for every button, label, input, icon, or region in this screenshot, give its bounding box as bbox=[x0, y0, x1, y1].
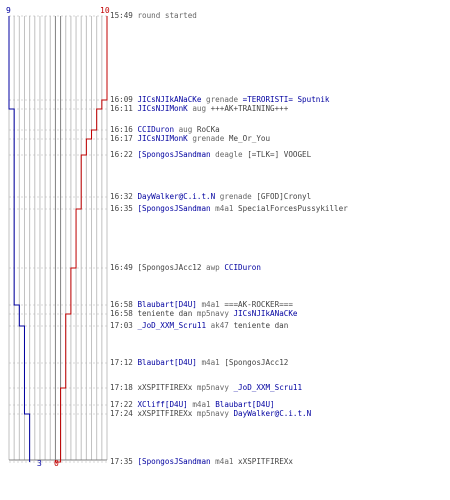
log-entry: 17:18 xXSPITFIREXx mp5navy _JoD_XXM_Scru… bbox=[110, 383, 302, 392]
log-victim: Blaubart[D4U] bbox=[215, 400, 275, 409]
log-system-text: round started bbox=[137, 11, 197, 20]
log-weapon: m4a1 bbox=[192, 400, 211, 409]
log-entry: 16:49 [SpongosJAcc12 awp CCIDuron bbox=[110, 263, 261, 272]
log-killer: Blaubart[D4U] bbox=[137, 358, 197, 367]
log-victim: +++AK+TRAINING+++ bbox=[210, 104, 289, 113]
log-time: 17:22 bbox=[110, 400, 133, 409]
log-time: 16:35 bbox=[110, 204, 133, 213]
log-killer: JICsNJIMonK bbox=[137, 104, 188, 113]
log-entry: 16:22 [SpongosJSandman deagle [=TLK=] VO… bbox=[110, 150, 311, 159]
log-entry: 16:11 JICsNJIMonK aug +++AK+TRAINING+++ bbox=[110, 104, 288, 113]
log-time: 16:49 bbox=[110, 263, 133, 272]
log-weapon: m4a1 bbox=[201, 358, 220, 367]
log-killer: JICsNJIkANaCKe bbox=[137, 95, 202, 104]
log-time: 17:18 bbox=[110, 383, 133, 392]
log-victim: CCIDuron bbox=[224, 263, 261, 272]
log-entry: 17:03 _JoD_XXM_Scru11 ak47 teniente dan bbox=[110, 321, 288, 330]
log-victim: =TERORISTI= Sputnik bbox=[242, 95, 330, 104]
log-time: 16:58 bbox=[110, 300, 133, 309]
log-victim: teniente dan bbox=[233, 321, 289, 330]
log-killer: xXSPITFIREXx bbox=[137, 409, 193, 418]
log-victim: [GFOD]Cronyl bbox=[256, 192, 312, 201]
log-entry: 16:58 teniente dan mp5navy JICsNJIkANaCK… bbox=[110, 309, 298, 318]
log-killer: JICsNJIMonK bbox=[137, 134, 188, 143]
ct-end-count: 3 bbox=[37, 459, 42, 468]
log-killer: _JoD_XXM_Scru11 bbox=[137, 321, 207, 330]
log-weapon: deagle bbox=[215, 150, 243, 159]
log-killer: CCIDuron bbox=[137, 125, 175, 134]
t-alive-line bbox=[54, 16, 108, 463]
log-weapon: m4a1 bbox=[215, 457, 234, 466]
log-entry: 17:35 [SpongosJSandman m4a1 xXSPITFIREXx bbox=[110, 457, 293, 466]
log-victim: RoCKa bbox=[196, 125, 220, 134]
log-victim: JICsNJIkANaCKe bbox=[233, 309, 298, 318]
log-victim: Me_Or_You bbox=[228, 134, 271, 143]
log-weapon: ak47 bbox=[210, 321, 229, 330]
log-weapon: grenade bbox=[206, 95, 239, 104]
log-time: 16:17 bbox=[110, 134, 133, 143]
log-time: 16:32 bbox=[110, 192, 133, 201]
log-weapon: grenade bbox=[192, 134, 225, 143]
log-killer: [SpongosJSandman bbox=[137, 150, 211, 159]
log-time: 17:03 bbox=[110, 321, 133, 330]
log-weapon: mp5navy bbox=[196, 383, 229, 392]
log-weapon: mp5navy bbox=[196, 409, 229, 418]
log-victim: [=TLK=] VOOGEL bbox=[247, 150, 312, 159]
log-time: 16:58 bbox=[110, 309, 133, 318]
log-entry: 17:22 XCliff[D4U] m4a1 Blaubart[D4U] bbox=[110, 400, 275, 409]
t-end-count: 0 bbox=[54, 459, 59, 468]
log-entry: 17:12 Blaubart[D4U] m4a1 [SpongosJAcc12 bbox=[110, 358, 288, 367]
log-weapon: mp5navy bbox=[196, 309, 229, 318]
log-victim: xXSPITFIREXx bbox=[238, 457, 293, 466]
log-killer: XCliff[D4U] bbox=[137, 400, 188, 409]
log-time: 17:24 bbox=[110, 409, 133, 418]
log-time: 15:49 bbox=[110, 11, 133, 20]
log-time: 16:22 bbox=[110, 150, 133, 159]
log-killer: teniente dan bbox=[137, 309, 193, 318]
log-victim: ===AK-ROCKER=== bbox=[224, 300, 293, 309]
ct-alive-line bbox=[8, 16, 31, 462]
ct-start-count: 9 bbox=[6, 6, 11, 15]
log-weapon: m4a1 bbox=[201, 300, 220, 309]
log-time: 16:16 bbox=[110, 125, 133, 134]
log-killer: xXSPITFIREXx bbox=[137, 383, 193, 392]
log-entry: 16:17 JICsNJIMonK grenade Me_Or_You bbox=[110, 134, 270, 143]
log-weapon: aug bbox=[178, 125, 193, 134]
log-entry: 15:49 round started bbox=[110, 11, 197, 20]
log-time: 16:11 bbox=[110, 104, 133, 113]
t-start-count: 10 bbox=[100, 6, 110, 15]
log-weapon: m4a1 bbox=[215, 204, 234, 213]
log-weapon: aug bbox=[192, 104, 207, 113]
log-killer: DayWalker@C.i.t.N bbox=[137, 192, 216, 201]
log-killer: [SpongosJSandman bbox=[137, 204, 211, 213]
log-time: 17:12 bbox=[110, 358, 133, 367]
log-victim: [SpongosJAcc12 bbox=[224, 358, 289, 367]
log-weapon: grenade bbox=[219, 192, 252, 201]
log-killer: [SpongosJAcc12 bbox=[137, 263, 202, 272]
log-victim: SpecialForcesPussykiller bbox=[238, 204, 348, 213]
log-killer: Blaubart[D4U] bbox=[137, 300, 197, 309]
log-entry: 16:32 DayWalker@C.i.t.N grenade [GFOD]Cr… bbox=[110, 192, 311, 201]
log-entry: 16:16 CCIDuron aug RoCKa bbox=[110, 125, 220, 134]
log-entry: 16:09 JICsNJIkANaCKe grenade =TERORISTI=… bbox=[110, 95, 330, 104]
log-weapon: awp bbox=[206, 263, 220, 272]
log-victim: _JoD_XXM_Scru11 bbox=[233, 383, 303, 392]
log-entry: 16:58 Blaubart[D4U] m4a1 ===AK-ROCKER=== bbox=[110, 300, 293, 309]
log-entry: 17:24 xXSPITFIREXx mp5navy DayWalker@C.i… bbox=[110, 409, 311, 418]
log-entry: 16:35 [SpongosJSandman m4a1 SpecialForce… bbox=[110, 204, 348, 213]
log-victim: DayWalker@C.i.t.N bbox=[233, 409, 312, 418]
log-time: 17:35 bbox=[110, 457, 133, 466]
log-time: 16:09 bbox=[110, 95, 133, 104]
log-killer: [SpongosJSandman bbox=[137, 457, 211, 466]
